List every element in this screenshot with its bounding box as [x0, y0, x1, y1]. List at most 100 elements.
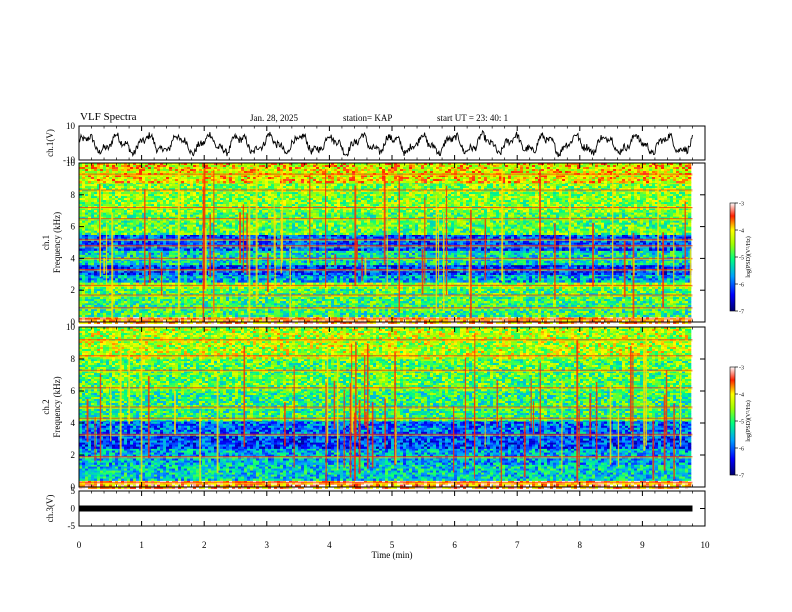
ch1-spectrogram-cell: [439, 289, 442, 291]
ch1-spectrogram-cell: [592, 305, 595, 307]
ch1-spectrogram-cell: [364, 311, 367, 313]
ch1-spectrogram-cell: [679, 289, 682, 291]
ch1-spectrogram-cell: [487, 305, 490, 307]
ch1-spectrogram-cell: [115, 289, 118, 291]
ch1-spectrogram-cell: [403, 301, 406, 303]
ch1-spectrogram-cell: [601, 305, 604, 307]
ch1-spectrogram-cell: [139, 311, 142, 313]
ch1-spectrogram-cell: [262, 289, 265, 291]
ch1-spectrogram-cell: [679, 297, 682, 299]
ch1-spectrogram-cell: [628, 289, 631, 291]
ch1-spectrogram-cell: [520, 305, 523, 307]
ch1-spectrogram-cell: [448, 311, 451, 313]
ch1-spectrogram-cell: [184, 291, 187, 293]
ch1-spectrogram-cell: [457, 283, 460, 285]
ch1-spectrogram-cell: [136, 313, 139, 315]
ch1-spectrogram-cell: [574, 291, 577, 293]
ch1-spectrogram-cell: [529, 289, 532, 291]
ch1-spectrogram-cell: [499, 313, 502, 315]
ch1-spectrogram-cell: [502, 283, 505, 285]
ch1-spectrogram-cell: [265, 297, 268, 299]
ch1-spectrogram-cell: [535, 315, 538, 317]
ch1-spectrogram-cell: [250, 297, 253, 299]
ch1-spectrogram-cell: [550, 289, 553, 291]
ch1-spectrogram-cell: [88, 291, 91, 293]
ch1-spectrogram-cell: [268, 315, 271, 317]
ch1-spectrogram-cell: [493, 299, 496, 301]
ch1-spectrogram-cell: [151, 313, 154, 315]
ch1-spectrogram-cell: [517, 315, 520, 317]
ch1-spectrogram-cell: [88, 299, 91, 301]
ch1-spectrogram-cell: [616, 283, 619, 285]
ch1-spectrogram-cell: [625, 313, 628, 315]
ch1-spectrogram-cell: [664, 313, 667, 315]
ch1-spectrogram-cell: [577, 283, 580, 285]
ch1-spectrogram-cell: [358, 301, 361, 303]
ch1-spectrogram-cell: [343, 305, 346, 307]
ch1-spectrogram-cell: [640, 283, 643, 285]
ch1-spectrogram-cell: [613, 301, 616, 303]
ch1-spectrogram-cell: [586, 297, 589, 299]
ch1-spectrogram-cell: [373, 283, 376, 285]
ch1-spectrogram-cell: [451, 313, 454, 315]
ch1-spectrogram-cell: [337, 291, 340, 293]
ch1-spectrogram-cell: [217, 315, 220, 317]
ch1-spectrogram-cell: [100, 289, 103, 291]
ch1-spectrogram-cell: [508, 315, 511, 317]
ch1-spectrogram-cell: [439, 311, 442, 313]
ch1-spectrogram-cell: [427, 315, 430, 317]
ch1-spectrogram-cell: [310, 283, 313, 285]
ch1-spectrogram-cell: [127, 305, 130, 307]
ch1-spectrogram-cell: [229, 313, 232, 315]
ch1-spectrogram-cell: [394, 299, 397, 301]
ch1-spectrogram-cell: [574, 297, 577, 299]
ch1-spectrogram-cell: [526, 283, 529, 285]
ch1-spectrogram-cell: [151, 299, 154, 301]
ch1-spectrogram-cell: [667, 299, 670, 301]
ch1-spectrogram-cell: [448, 289, 451, 291]
ch1-spectrogram-cell: [388, 311, 391, 313]
ch1-spectrogram-cell: [130, 313, 133, 315]
ch1-spectrogram-cell: [601, 299, 604, 301]
ch1-spectrogram-cell: [292, 311, 295, 313]
ch1-spectrogram-cell: [640, 291, 643, 293]
ch1-spectrogram-cell: [484, 315, 487, 317]
ch1-spectrogram-cell: [142, 291, 145, 293]
ch1-spectrogram-cell: [484, 283, 487, 285]
ch1-spectrogram-cell: [565, 315, 568, 317]
ch1-spectrogram-cell: [217, 291, 220, 293]
ch1-spectrogram-cell: [613, 283, 616, 285]
ch1-spectrogram-cell: [148, 297, 151, 299]
ch1-spectrogram-cell: [592, 291, 595, 293]
ch1-spectrogram-cell: [607, 313, 610, 315]
ch1-spectrogram-cell: [472, 305, 475, 307]
ch1-spectrogram-cell: [508, 289, 511, 291]
ch1-spectrogram-cell: [190, 311, 193, 313]
ch1-spectrogram-cell: [226, 315, 229, 317]
ch1-spectrogram-cell: [637, 305, 640, 307]
ch1-spectrogram-cell: [652, 305, 655, 307]
ch1-spectrogram-cell: [475, 301, 478, 303]
ch1-spectrogram-cell: [322, 311, 325, 313]
ch1-spectrogram-cell: [337, 301, 340, 303]
ch1-spectrogram-cell: [103, 305, 106, 307]
ch1-spectrogram-cell: [604, 297, 607, 299]
ch1-spectrogram-cell: [238, 283, 241, 285]
ch1-spectrogram-cell: [115, 305, 118, 307]
ch1-spectrogram-cell: [472, 299, 475, 301]
ch1-spectrogram-cell: [481, 305, 484, 307]
ch1-spectrogram-cell: [136, 289, 139, 291]
ch1-spectrogram-cell: [679, 299, 682, 301]
ch1-spectrogram-cell: [424, 291, 427, 293]
ch1-spectrogram-cell: [388, 305, 391, 307]
ch1-spectrogram-cell: [295, 301, 298, 303]
ch1-spectrogram-cell: [358, 313, 361, 315]
ch1-spectrogram-cell: [499, 289, 502, 291]
ch1-spectrogram-cell: [301, 291, 304, 293]
ch1-spectrogram-cell: [325, 305, 328, 307]
ch1-spectrogram-cell: [619, 291, 622, 293]
ch1-spectrogram-cell: [169, 289, 172, 291]
ch1-spectrogram-cell: [376, 299, 379, 301]
ch1-spectrogram-cell: [310, 311, 313, 313]
ch1-spectrogram-cell: [556, 297, 559, 299]
